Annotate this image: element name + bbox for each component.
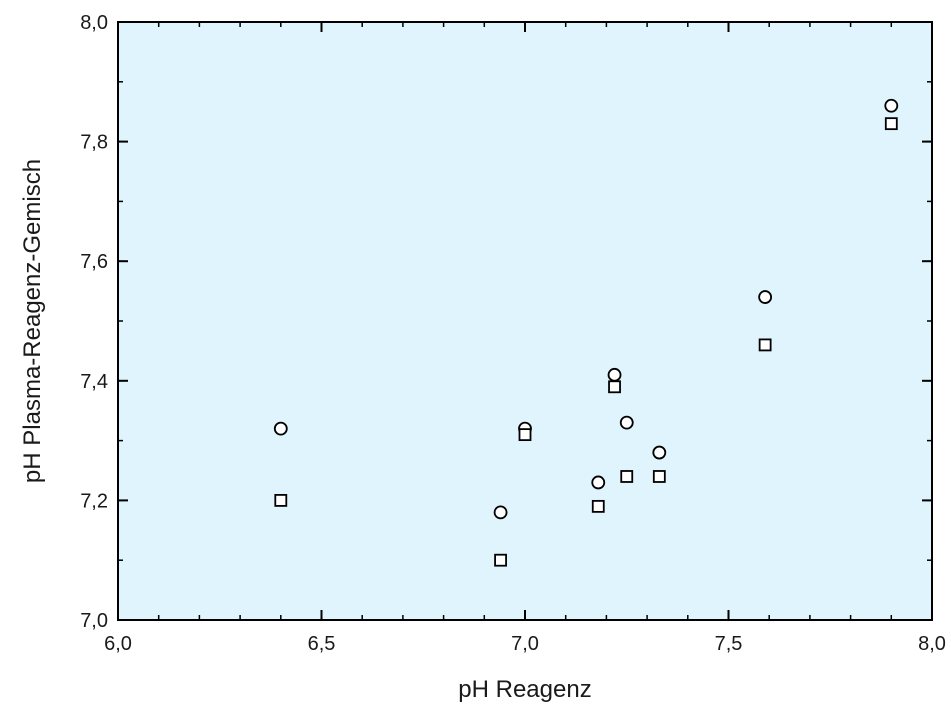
x-tick-label: 6,5 — [308, 633, 336, 655]
square-point — [758, 338, 772, 352]
y-tick-label: 8,0 — [80, 12, 108, 34]
x-tick-label: 7,5 — [715, 633, 743, 655]
circle-point — [493, 505, 508, 520]
x-tick-label: 8,0 — [918, 633, 946, 655]
square-point — [518, 428, 532, 442]
circle-point — [273, 421, 288, 436]
square-point — [620, 470, 634, 483]
y-axis-title: pH Plasma-Reagenz-Gemisch — [19, 159, 46, 483]
y-tick-label: 7,4 — [80, 371, 108, 393]
square-point — [494, 553, 507, 567]
circle-point — [758, 290, 773, 304]
square-point — [591, 499, 605, 513]
y-tick-label: 7,8 — [80, 132, 108, 154]
x-tick-label: 6,0 — [104, 633, 132, 655]
circle-point — [884, 98, 899, 113]
square-point — [274, 493, 288, 507]
circle-point — [619, 415, 634, 430]
plot-frame — [117, 21, 933, 621]
circle-point — [591, 475, 606, 490]
circle-point — [607, 367, 622, 382]
y-tick-label: 7,6 — [80, 251, 108, 273]
x-axis-title: pH Reagenz — [458, 676, 591, 703]
square-point — [884, 117, 898, 131]
circle-point — [652, 445, 667, 460]
x-tick-label: 7,0 — [511, 633, 539, 655]
square-point — [608, 380, 621, 394]
y-tick-label: 7,2 — [80, 490, 108, 512]
axes: 6,0 6,5 7,0 7,5 8,0 7,0 7,2 7,4 7,6 7,8 8,0 — [80, 12, 946, 655]
plot-area — [118, 22, 932, 620]
square-point — [652, 470, 666, 483]
y-tick-label: 7,0 — [80, 610, 108, 632]
data-points — [273, 98, 899, 567]
